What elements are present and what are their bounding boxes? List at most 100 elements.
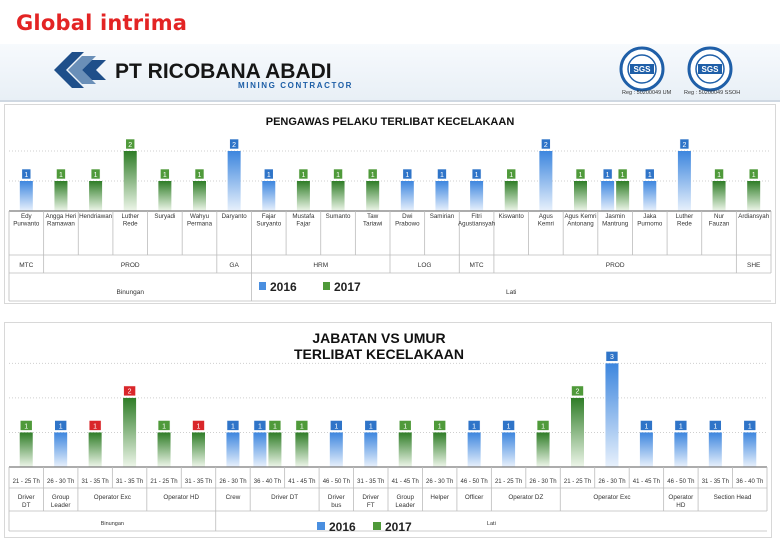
- category-label: Dwi Prabowo: [395, 213, 420, 228]
- bar-2016: [262, 181, 276, 211]
- bar-2017: [296, 181, 310, 211]
- bar-2016: [435, 181, 449, 211]
- bar-2016: [674, 432, 688, 467]
- bar-2017: [19, 432, 33, 467]
- data-label-box: [298, 168, 309, 180]
- category-label: Suryadi: [154, 213, 175, 220]
- data-label-box: [125, 138, 136, 150]
- bar-2016: [539, 151, 553, 211]
- data-label: 2: [576, 389, 580, 396]
- group-label: GA: [229, 262, 239, 269]
- data-label-box: [160, 168, 170, 180]
- data-label: 1: [59, 172, 63, 179]
- bar-2016: [227, 151, 241, 211]
- group-label: Crew: [226, 494, 241, 501]
- category-label: Luther Rede: [121, 213, 139, 228]
- group-label: PROD: [121, 262, 140, 269]
- data-label-box: [88, 420, 102, 431]
- bar-2017: [747, 181, 761, 211]
- category-label: Luther Rede: [676, 213, 694, 228]
- data-label: 1: [507, 423, 511, 430]
- data-label: 1: [94, 172, 98, 179]
- bar-2017: [158, 181, 172, 211]
- data-label-box: [433, 420, 446, 431]
- data-label-box: [364, 420, 378, 431]
- data-label-box: [330, 420, 343, 431]
- group-label: PROD: [606, 262, 625, 269]
- legend-label: 2017: [334, 280, 361, 294]
- data-label-box: [123, 385, 136, 397]
- group-label: HRM: [313, 262, 328, 269]
- group-label: Operator Exc: [593, 494, 630, 501]
- brand-title: Global intrima: [16, 11, 188, 35]
- group-label: SHE: [747, 262, 761, 269]
- data-label-box: [709, 420, 722, 431]
- bar-2016: [743, 432, 757, 467]
- data-label: 1: [752, 172, 756, 179]
- bar-2017: [88, 432, 102, 467]
- site-label: Lati: [487, 521, 496, 527]
- data-label-box: [268, 420, 282, 431]
- data-label: 1: [273, 423, 277, 430]
- group-label: Driver bus: [328, 494, 345, 509]
- bar-2016: [467, 432, 481, 467]
- category-label: 41 - 45 Th: [633, 479, 660, 485]
- bar-2016: [19, 181, 33, 211]
- data-label-box: [679, 138, 690, 150]
- bar-2016: [677, 151, 691, 211]
- category-label: 46 - 50 Th: [461, 479, 488, 485]
- data-label: 1: [300, 423, 304, 430]
- data-label: 1: [621, 172, 625, 179]
- bar-2017: [268, 432, 282, 467]
- group-label: Driver DT: [18, 494, 35, 509]
- category-label: Kiswanto: [499, 213, 525, 220]
- category-label: Taw Tariawi: [363, 213, 382, 228]
- category-label: 31 - 35 Th: [116, 479, 143, 485]
- chart-title: TERLIBAT KECELAKAAN: [294, 346, 464, 362]
- category-label: 41 - 45 Th: [288, 479, 315, 485]
- bar-2017: [123, 151, 137, 211]
- data-label: 1: [267, 172, 271, 179]
- bar-2017: [295, 432, 309, 467]
- category-label: 21 - 25 Th: [495, 479, 522, 485]
- seal-text-left: SGS: [634, 65, 652, 74]
- bar-2016: [639, 432, 653, 467]
- data-label-box: [536, 420, 550, 431]
- bar-2016: [470, 181, 484, 211]
- bar-2017: [504, 181, 518, 211]
- bar-2017: [536, 432, 550, 467]
- data-label-box: [502, 420, 515, 431]
- data-label: 3: [610, 354, 614, 361]
- seal-registration-right: Reg : 50200049 SSOH: [684, 90, 741, 96]
- category-label: Agus Kemri Antonang: [565, 213, 597, 228]
- data-label-box: [437, 168, 447, 180]
- data-label-box: [506, 168, 517, 180]
- data-label: 1: [717, 172, 721, 179]
- data-label-box: [192, 420, 205, 431]
- certification-seal-icon: SGS: [619, 46, 665, 92]
- chart-supervisors: PENGAWAS PELAKU TERLIBAT KECELAKAAN 1 1 1 2 1…: [8, 116, 772, 302]
- data-label: 1: [644, 423, 648, 430]
- site-label: Binungan: [101, 521, 124, 527]
- data-label-box: [743, 420, 757, 431]
- bar-2017: [123, 397, 137, 467]
- category-label: Angga Heri Ramawan: [45, 213, 76, 228]
- category-label: 31 - 35 Th: [357, 479, 384, 485]
- data-label-box: [748, 168, 759, 180]
- data-label: 1: [679, 423, 683, 430]
- category-label: 21 - 25 Th: [150, 479, 177, 485]
- data-label: 2: [128, 142, 132, 149]
- data-label: 1: [509, 172, 513, 179]
- data-label: 1: [336, 172, 340, 179]
- category-label: Fitri Agustiansyah: [458, 213, 496, 228]
- data-label-box: [541, 138, 551, 150]
- category-label: Ardiansyah: [738, 213, 770, 220]
- bar-2016: [329, 432, 343, 467]
- bar-2017: [192, 432, 205, 467]
- legend-swatch-2017: [323, 282, 330, 290]
- category-label: 46 - 50 Th: [667, 479, 694, 485]
- data-label-box: [56, 168, 66, 180]
- chart-panel-supervisors: PENGAWAS PELAKU TERLIBAT KECELAKAAN 1 1 1 2 1…: [4, 104, 776, 304]
- category-label: 36 - 40 Th: [736, 479, 763, 485]
